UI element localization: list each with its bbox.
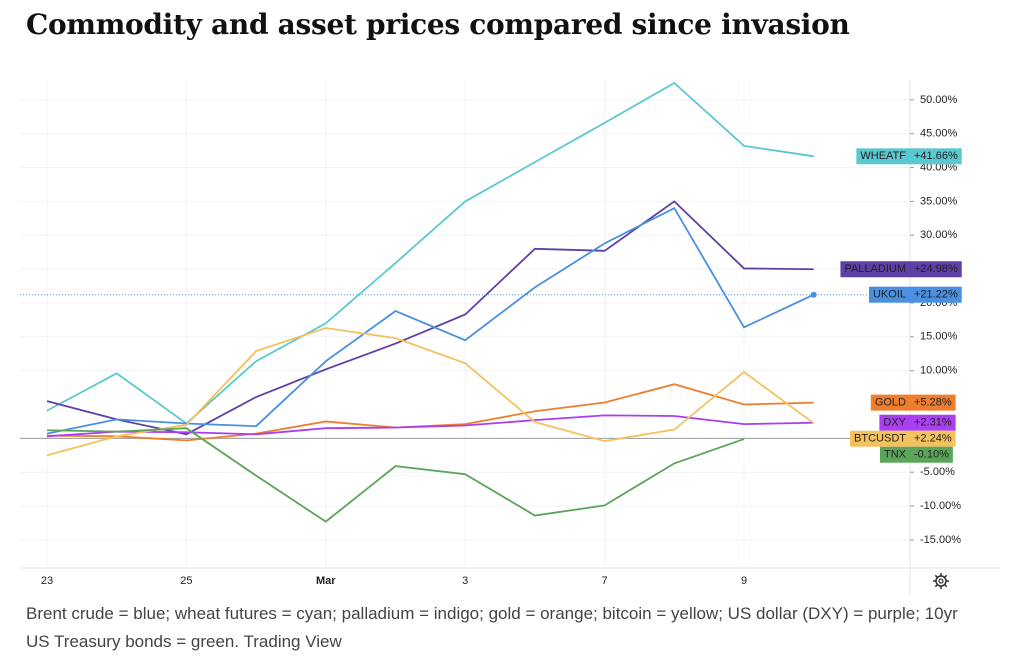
y-tick-label: 50.00%	[920, 94, 958, 106]
value-box	[910, 394, 956, 411]
price-label: WHEATF +41.66%	[856, 148, 962, 165]
price-label: TNX -0.10%	[880, 446, 953, 463]
value-box	[910, 286, 962, 303]
price-label: PALLADIUM +24.98%	[840, 261, 962, 278]
legend-label: GOLD	[875, 397, 906, 409]
series-line	[46, 327, 815, 457]
value-label: +2.24%	[914, 433, 952, 445]
price-label: UKOIL +21.22%	[868, 286, 962, 303]
y-tick-label: 30.00%	[920, 229, 958, 241]
x-tick-label: 23	[41, 575, 53, 587]
legend-label: UKOIL	[873, 289, 906, 301]
legend-label: BTCUSDT	[854, 433, 906, 445]
price-label: DXY +2.31%	[879, 414, 956, 431]
legend-label: TNX	[884, 449, 907, 461]
value-label: +24.98%	[914, 263, 958, 275]
legend-swatch	[880, 446, 910, 463]
series-line	[46, 81, 814, 425]
end-dot	[810, 291, 817, 298]
legend-label: PALLADIUM	[844, 263, 906, 275]
chart-title: Commodity and asset prices compared sinc…	[26, 8, 850, 41]
y-tick-label: 15.00%	[920, 331, 958, 343]
legend-swatch	[879, 414, 910, 431]
x-tick-label: 3	[462, 575, 468, 587]
value-label: +41.66%	[914, 150, 958, 162]
legend-swatch	[868, 286, 910, 303]
legend-label: WHEATF	[860, 150, 906, 162]
value-label: -0.10%	[914, 449, 949, 461]
y-tick-label: -5.00%	[920, 466, 955, 478]
value-label: +2.31%	[914, 417, 952, 429]
price-label: BTCUSDT +2.24%	[850, 430, 956, 447]
value-box	[910, 148, 962, 165]
value-label: +21.22%	[914, 289, 958, 301]
value-box	[910, 446, 953, 463]
settings-icon[interactable]	[933, 573, 949, 589]
series-line	[46, 414, 814, 438]
caption: Brent crude = blue; wheat futures = cyan…	[26, 604, 958, 651]
y-tick-label: -10.00%	[920, 500, 961, 512]
legend-swatch	[840, 261, 910, 278]
series-line	[46, 427, 745, 523]
value-box	[910, 430, 956, 447]
series-line	[46, 200, 814, 436]
value-label: +5.28%	[914, 397, 952, 409]
grid	[20, 80, 910, 567]
value-box	[910, 414, 956, 431]
y-tick-label: 40.00%	[920, 161, 958, 173]
x-tick-label: 25	[180, 575, 192, 587]
y-tick-label: -15.00%	[920, 534, 961, 546]
x-tick-label: Mar	[316, 575, 336, 587]
price-label: GOLD +5.28%	[870, 394, 956, 411]
legend-swatch	[856, 148, 910, 165]
legend-label: DXY	[883, 417, 906, 429]
y-tick-label: 35.00%	[920, 195, 958, 207]
x-tick-label: 9	[741, 575, 747, 587]
series-line	[46, 206, 815, 435]
legend-swatch	[850, 430, 910, 447]
value-box	[910, 261, 962, 278]
y-tick-label: 10.00%	[920, 365, 958, 377]
chart: 50.00%45.00%40.00%35.00%30.00%25.00%20.0…	[20, 80, 1000, 595]
y-tick-label: 45.00%	[920, 128, 958, 140]
legend-swatch	[870, 394, 910, 411]
x-tick-label: 7	[602, 575, 608, 587]
